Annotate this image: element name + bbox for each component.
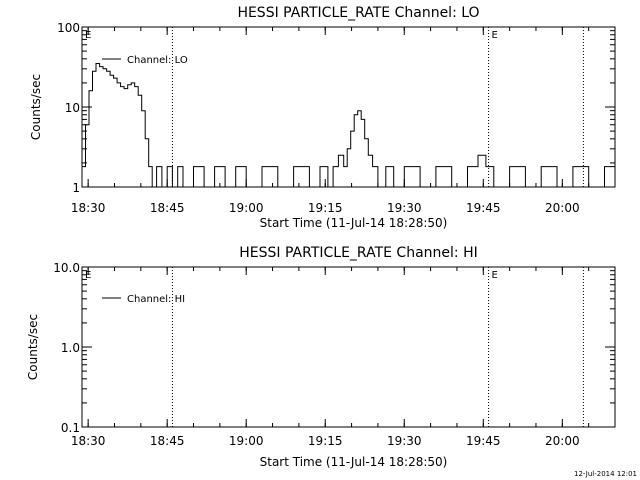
plot-frame [81, 26, 616, 188]
legend-label: Channel: HI [127, 294, 185, 305]
series-line [82, 63, 615, 188]
x-axis-label: Start Time (11-Jul-14 18:28:50) [260, 455, 448, 469]
footer-timestamp: 12-Jul-2014 12:01 [574, 470, 637, 478]
y-axis-label: Counts/sec [26, 314, 40, 380]
panel-hi: HESSI PARTICLE_RATE Channel: HI 18:30 18:4… [26, 245, 616, 469]
x-tick-label: 19:15 [308, 434, 343, 448]
x-tick-label: 18:30 [71, 201, 106, 215]
x-tick-label: 19:45 [466, 434, 501, 448]
x-tick-label: 19:00 [229, 201, 264, 215]
panel-lo: HESSI PARTICLE_RATE Channel: LO 18:30 18:4… [29, 5, 616, 230]
x-tick-label: 20:00 [545, 201, 580, 215]
plot-frame [81, 266, 616, 428]
x-tick-label: 18:45 [150, 434, 185, 448]
x-tick-label: 19:00 [229, 434, 264, 448]
event-annotation: E [85, 30, 91, 41]
x-tick-label: 18:45 [150, 201, 185, 215]
event-annotation: E [492, 270, 498, 281]
y-axis-label: Counts/sec [29, 74, 43, 140]
x-tick-label: 18:30 [71, 434, 106, 448]
x-tick-label: 19:30 [387, 201, 422, 215]
y-tick-label: 10.0 [53, 261, 80, 275]
x-tick-label: 19:30 [387, 434, 422, 448]
event-annotation: E [85, 270, 91, 281]
y-tick-label: 100 [57, 21, 80, 35]
legend-label: Channel: LO [127, 55, 188, 66]
y-tick-label: 1.0 [61, 341, 80, 355]
x-tick-label: 19:45 [466, 201, 501, 215]
y-tick-label: 0.1 [61, 421, 80, 435]
chart-title: HESSI PARTICLE_RATE Channel: HI [239, 245, 477, 261]
y-tick-label: 1 [72, 181, 80, 195]
chart-title: HESSI PARTICLE_RATE Channel: LO [237, 5, 479, 21]
x-tick-label: 20:00 [545, 434, 580, 448]
y-tick-label: 10 [65, 101, 80, 115]
event-annotation: E [492, 30, 498, 41]
x-axis-label: Start Time (11-Jul-14 18:28:50) [260, 216, 448, 230]
x-tick-label: 19:15 [308, 201, 343, 215]
